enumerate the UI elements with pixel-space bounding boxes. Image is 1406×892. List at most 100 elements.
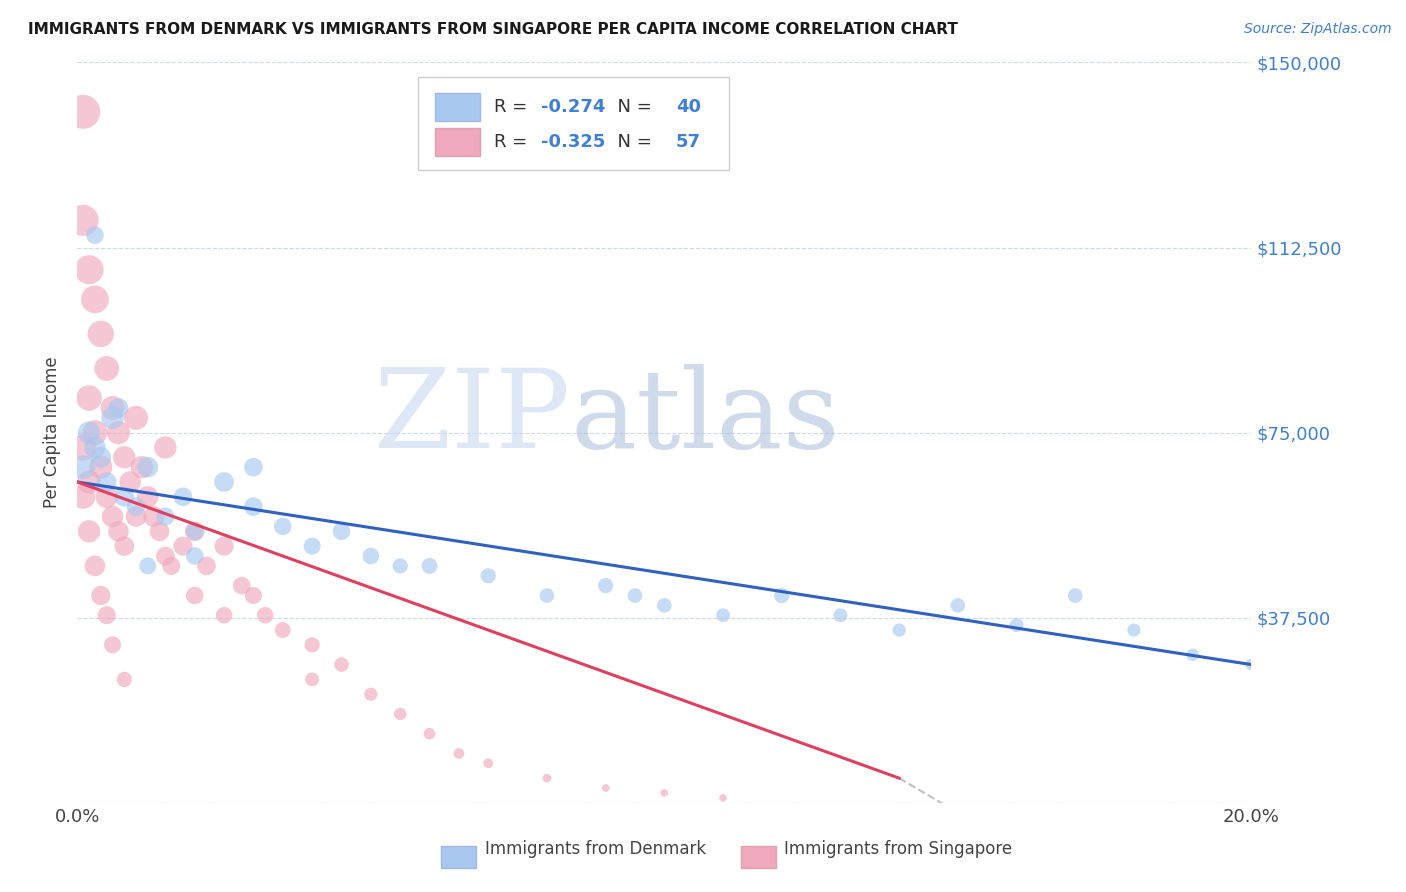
Text: -0.325: -0.325 (541, 133, 606, 151)
Point (101, 410, 124, 425)
Point (90, 326, 112, 341)
Point (419, 558, 441, 573)
Point (242, 500, 264, 514)
Point (447, 747, 470, 761)
Point (84, 441, 107, 455)
FancyBboxPatch shape (436, 93, 479, 121)
Point (1122, 623, 1144, 637)
Y-axis label: Per Capita Income: Per Capita Income (44, 357, 62, 508)
Point (90, 450, 112, 465)
Point (101, 638, 124, 652)
Point (77, 262, 100, 277)
Point (125, 509, 148, 524)
Point (1064, 589, 1087, 603)
Point (183, 589, 207, 603)
FancyBboxPatch shape (436, 128, 479, 156)
Point (101, 509, 124, 524)
Point (72, 490, 94, 504)
Point (84, 228, 107, 243)
Point (155, 441, 177, 455)
Point (72, 104, 94, 119)
Point (183, 524, 207, 539)
Point (96, 490, 118, 504)
Text: 40: 40 (676, 98, 702, 116)
Text: -0.274: -0.274 (541, 98, 606, 116)
Point (595, 579, 617, 593)
Point (77, 391, 100, 405)
Point (101, 401, 124, 415)
Point (830, 608, 852, 623)
Point (477, 756, 499, 771)
Point (107, 524, 129, 539)
Point (84, 558, 107, 573)
Point (96, 361, 118, 376)
Point (96, 608, 118, 623)
Point (271, 623, 294, 637)
Point (120, 475, 142, 489)
Point (112, 673, 135, 687)
Point (136, 460, 159, 475)
Point (183, 549, 207, 563)
Point (1240, 657, 1263, 672)
Point (242, 460, 264, 475)
Point (254, 608, 277, 623)
Point (711, 790, 734, 805)
Point (595, 780, 617, 795)
Point (212, 475, 235, 489)
Text: N =: N = (606, 133, 657, 151)
Point (330, 524, 353, 539)
Point (136, 558, 159, 573)
Point (301, 539, 323, 553)
Point (142, 509, 165, 524)
Point (946, 599, 969, 613)
Point (77, 425, 100, 440)
Point (389, 558, 412, 573)
Text: Source: ZipAtlas.com: Source: ZipAtlas.com (1244, 22, 1392, 37)
Point (477, 568, 499, 582)
Point (242, 589, 264, 603)
Point (72, 460, 94, 475)
Text: R =: R = (494, 98, 533, 116)
Point (160, 558, 183, 573)
FancyBboxPatch shape (741, 846, 776, 868)
Point (136, 490, 159, 504)
Text: N =: N = (606, 98, 657, 116)
Point (711, 608, 734, 623)
Point (183, 524, 207, 539)
Text: atlas: atlas (571, 364, 839, 471)
Point (84, 425, 107, 440)
Point (90, 589, 112, 603)
Text: 57: 57 (676, 133, 702, 151)
Point (107, 425, 129, 440)
Point (72, 441, 94, 455)
Point (212, 608, 235, 623)
Point (77, 475, 100, 489)
Point (536, 771, 558, 785)
Point (360, 549, 382, 563)
Point (389, 706, 412, 721)
Text: Immigrants from Denmark: Immigrants from Denmark (485, 840, 706, 858)
Point (172, 490, 194, 504)
Point (77, 524, 100, 539)
Point (90, 460, 112, 475)
Point (1005, 618, 1028, 632)
Point (112, 539, 135, 553)
Text: R =: R = (494, 133, 533, 151)
Point (1181, 648, 1204, 662)
Text: ZIP: ZIP (374, 364, 571, 471)
Point (652, 599, 676, 613)
Point (624, 589, 647, 603)
Point (155, 509, 177, 524)
Point (195, 558, 218, 573)
FancyBboxPatch shape (441, 846, 477, 868)
Point (301, 638, 323, 652)
Point (125, 500, 148, 514)
Text: Immigrants from Singapore: Immigrants from Singapore (785, 840, 1012, 858)
Point (84, 293, 107, 307)
Point (212, 539, 235, 553)
Text: IMMIGRANTS FROM DENMARK VS IMMIGRANTS FROM SINGAPORE PER CAPITA INCOME CORRELATI: IMMIGRANTS FROM DENMARK VS IMMIGRANTS FR… (28, 22, 957, 37)
Point (271, 519, 294, 533)
Point (155, 549, 177, 563)
Point (148, 524, 170, 539)
Point (131, 460, 153, 475)
